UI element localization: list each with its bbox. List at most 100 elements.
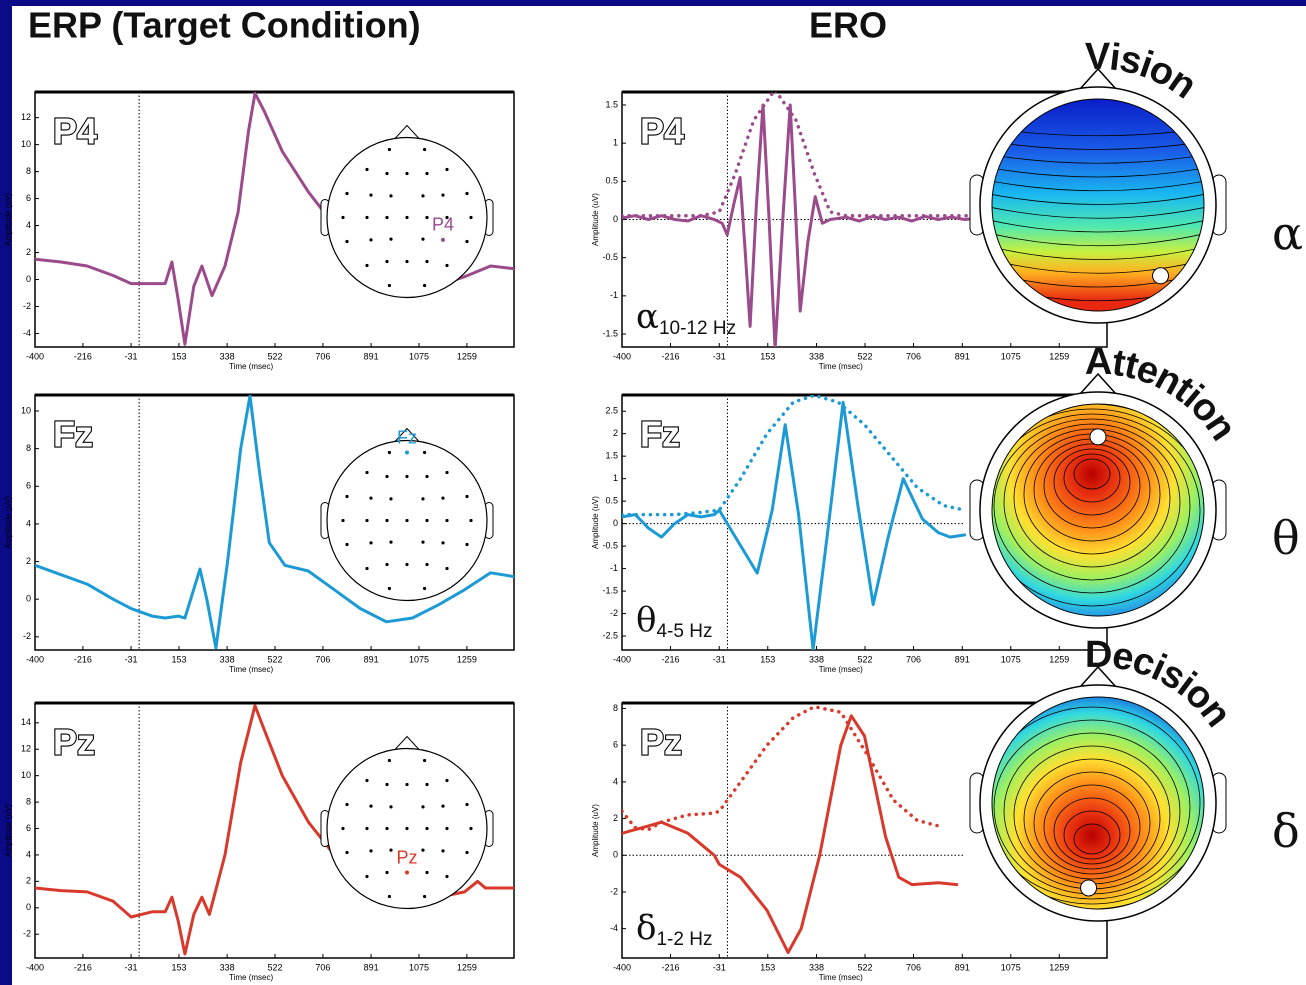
electrode [423,894,427,899]
top-band [0,0,1306,6]
electrode [441,496,445,500]
electrode-label: P4 [432,215,454,235]
y-tick-label: 4 [26,518,31,528]
electrode-label: Pz [396,847,417,867]
x-axis-title: Time (msec) [229,665,273,674]
y-tick-label: 1 [613,473,618,483]
y-tick-label: 12 [21,112,31,122]
y-tick-label: 2 [26,247,31,257]
x-tick-label: 338 [809,654,824,664]
x-tick-label: -216 [661,351,679,361]
electrode [423,283,427,288]
y-tick-label: -2.5 [602,630,618,640]
electrode [369,804,373,808]
electrode [385,259,389,264]
contour [1063,453,1121,503]
x-tick-label: 1259 [1049,654,1069,664]
electrode [405,562,409,567]
electrode [389,805,393,809]
contour [992,191,1204,205]
y-tick-label: 12 [21,744,31,754]
x-tick-label: -31 [125,351,138,361]
electrode [445,167,449,172]
y-tick-label: 8 [26,443,31,453]
x-tick-label: 891 [955,654,970,664]
y-tick-label: 0 [26,902,31,912]
electrode [385,171,389,176]
electrode [423,586,427,591]
electrode [369,193,373,197]
nose [1079,67,1117,90]
electrode [345,802,349,807]
plot [622,703,965,958]
selected-electrode [441,237,445,242]
contour [992,178,1204,192]
electrode [341,826,345,831]
y-tick-label: -4 [23,328,31,338]
x-tick-label: 153 [760,962,775,972]
electrode [421,237,425,241]
y-tick-label: 10 [21,405,31,415]
electrode [421,194,425,198]
y-axis-title: Amplitude (uV) [4,804,13,857]
peak-electrode [1152,267,1170,285]
x-tick-label: 706 [315,351,330,361]
band-label: θ4-5 Hz [636,600,712,642]
x-tick-label: 1259 [1049,962,1069,972]
x-tick-label: 153 [760,654,775,664]
series-line [35,395,514,650]
electrode [385,518,389,523]
electrode [423,450,427,455]
scalp-map [991,98,1205,312]
contour [993,418,1191,594]
x-tick-label: -400 [613,962,631,972]
y-tick-label: 4 [613,776,618,786]
electrode [425,562,429,567]
electrode [405,518,409,523]
electrode [425,171,429,176]
y-tick-label: 2 [26,876,31,886]
y-axis-title: Amplitude (uV) [4,193,13,246]
y-tick-label: 10 [21,770,31,780]
nose [394,427,420,442]
channel-label: Fz [640,414,680,455]
electrode [425,259,429,264]
electrode [425,826,429,831]
x-axis-title: Time (msec) [819,665,863,674]
band-label: α10-12 Hz [636,297,736,339]
y-tick-label: 6 [613,740,618,750]
plot [622,395,967,650]
contour [992,217,1204,233]
x-tick-label: 1259 [457,351,477,361]
nose [394,124,420,139]
electrode [365,518,369,523]
ero-heading: ERO [809,5,887,46]
y-tick-label: 14 [21,717,31,727]
electrode [385,215,389,220]
x-tick-label: 338 [220,962,235,972]
y-tick-label: 6 [26,823,31,833]
y-tick-label: 2 [26,556,31,566]
electrode [389,194,393,198]
y-tick-label: 0.5 [605,496,618,506]
x-tick-label: 706 [906,351,921,361]
x-tick-label: 153 [171,351,186,361]
y-tick-label: -4 [610,923,618,933]
electrode [405,826,409,831]
contour [1043,784,1141,870]
x-tick-label: 153 [171,962,186,972]
x-tick-label: 522 [858,351,873,361]
contour [1003,423,1181,581]
electrode [469,518,473,523]
electrode [387,586,391,591]
electrode [387,147,391,152]
electrode [387,758,391,763]
electrode [465,191,469,196]
electrode [465,494,469,499]
electrode [465,802,469,807]
contour [1053,797,1131,865]
y-tick-label: 2 [613,813,618,823]
panel: -400 -216 -31 153 338 522 706 891 1075 1259 -2 0 2 4 6… [4,393,515,674]
y-tick-label: 4 [26,220,31,230]
electrode [425,474,429,479]
